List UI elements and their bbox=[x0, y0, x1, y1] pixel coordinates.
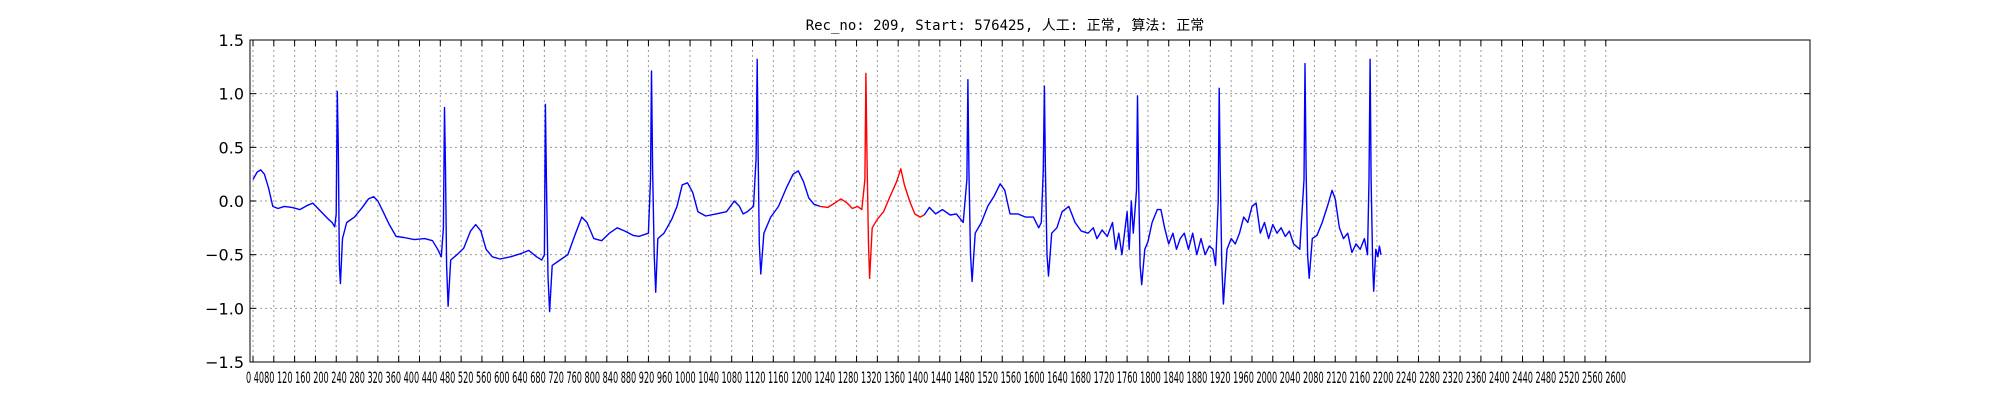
ecg-trace-highlighted-beat bbox=[820, 72, 925, 279]
ecg-trace-after bbox=[923, 58, 1382, 305]
x-axis: 0 4080 120 160 200 240 280 320 360 400 4… bbox=[246, 40, 1626, 387]
y-tick-label: 0.5 bbox=[219, 138, 244, 157]
chart-title: Rec_no: 209, Start: 576425, 人工: 正常, 算法: … bbox=[806, 18, 1205, 34]
ecg-trace-before bbox=[252, 58, 821, 313]
y-tick-label: 0.0 bbox=[219, 192, 244, 211]
y-tick-label: −1.0 bbox=[205, 299, 244, 318]
x-tick-labels: 0 4080 120 160 200 240 280 320 360 400 4… bbox=[246, 368, 1626, 387]
y-tick-label: −1.5 bbox=[205, 353, 244, 372]
ecg-series bbox=[252, 58, 1382, 313]
y-tick-label: 1.5 bbox=[219, 31, 244, 50]
y-tick-label: 1.0 bbox=[219, 85, 244, 104]
y-tick-label: −0.5 bbox=[205, 246, 244, 265]
y-axis: 1.5 1.0 0.5 0.0 −0.5 −1.0 −1.5 bbox=[205, 31, 1810, 372]
grid-lines bbox=[250, 40, 1810, 362]
